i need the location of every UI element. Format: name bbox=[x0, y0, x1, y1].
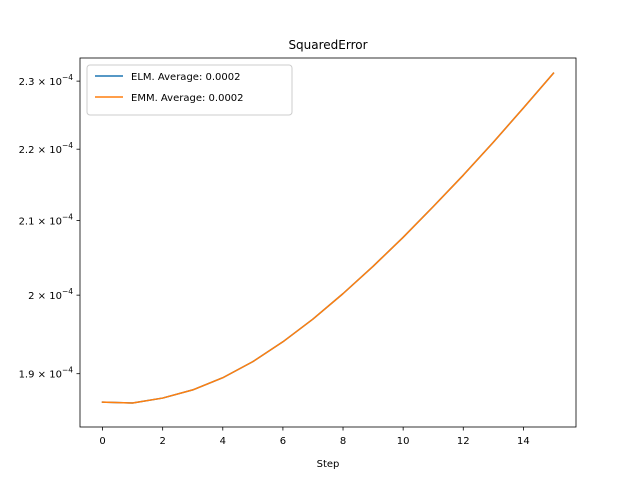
x-tick-label: 4 bbox=[220, 436, 226, 447]
y-axis: 1.9 × 10−42 × 10−42.1 × 10−42.2 × 10−42.… bbox=[19, 73, 80, 381]
y-tick-label: 2.1 × 10−4 bbox=[19, 212, 74, 227]
x-tick-label: 14 bbox=[517, 436, 530, 447]
legend-label: EMM. Average: 0.0002 bbox=[131, 93, 244, 104]
y-tick-base: × 10 bbox=[34, 216, 61, 227]
y-tick-exponent: −4 bbox=[62, 287, 73, 296]
y-tick-base: × 10 bbox=[34, 145, 61, 156]
y-tick-mantissa: 2.2 bbox=[19, 145, 35, 156]
y-tick-mantissa: 1.9 bbox=[19, 370, 35, 381]
y-tick-mantissa: 2.3 bbox=[19, 77, 35, 88]
y-tick-mantissa: 2.1 bbox=[19, 216, 35, 227]
legend-label: ELM. Average: 0.0002 bbox=[131, 72, 240, 83]
y-tick-label: 2.3 × 10−4 bbox=[19, 73, 74, 88]
y-tick-mantissa: 2 bbox=[28, 291, 34, 302]
x-axis: 0 2 4 6 8 10 12 14 bbox=[99, 427, 530, 447]
x-tick-label: 2 bbox=[159, 436, 165, 447]
x-tick-label: 10 bbox=[397, 436, 410, 447]
y-tick-exponent: −4 bbox=[62, 141, 73, 150]
x-tick-label: 8 bbox=[340, 436, 346, 447]
y-tick-base: × 10 bbox=[34, 370, 61, 381]
chart-title: SquaredError bbox=[288, 38, 367, 52]
y-tick-exponent: −4 bbox=[62, 366, 73, 375]
x-tick-label: 12 bbox=[457, 436, 470, 447]
y-tick-label: 2 × 10−4 bbox=[28, 287, 73, 302]
x-tick-label: 6 bbox=[280, 436, 286, 447]
legend-box bbox=[86, 64, 293, 116]
series-layer bbox=[101, 72, 555, 404]
plot-frame bbox=[79, 57, 577, 428]
y-tick-exponent: −4 bbox=[62, 212, 73, 221]
y-tick-exponent: −4 bbox=[62, 73, 73, 82]
legend: ELM. Average: 0.0002 EMM. Average: 0.0002 bbox=[86, 64, 293, 116]
y-tick-label: 1.9 × 10−4 bbox=[19, 366, 74, 381]
y-tick-label: 2.2 × 10−4 bbox=[19, 141, 74, 156]
series-line-emm bbox=[101, 72, 555, 404]
y-tick-base: × 10 bbox=[34, 77, 61, 88]
x-axis-title: Step bbox=[317, 459, 340, 470]
y-tick-base: × 10 bbox=[34, 291, 61, 302]
x-tick-label: 0 bbox=[99, 436, 105, 447]
